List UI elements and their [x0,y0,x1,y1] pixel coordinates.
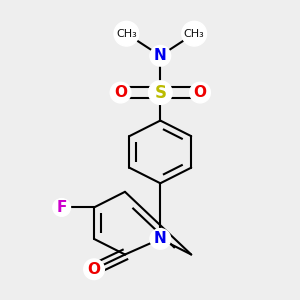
Text: N: N [154,231,167,246]
Circle shape [148,81,172,104]
Circle shape [110,82,131,103]
Text: F: F [56,200,67,215]
Text: N: N [154,48,167,63]
Circle shape [150,229,171,249]
Circle shape [84,259,104,280]
Text: CH₃: CH₃ [184,29,205,39]
Text: CH₃: CH₃ [116,29,137,39]
Circle shape [190,82,210,103]
Circle shape [150,46,171,66]
Text: O: O [194,85,207,100]
Text: S: S [154,84,166,102]
Text: O: O [88,262,100,277]
Circle shape [114,21,139,46]
Text: O: O [114,85,127,100]
Circle shape [182,21,206,46]
Circle shape [53,199,70,216]
